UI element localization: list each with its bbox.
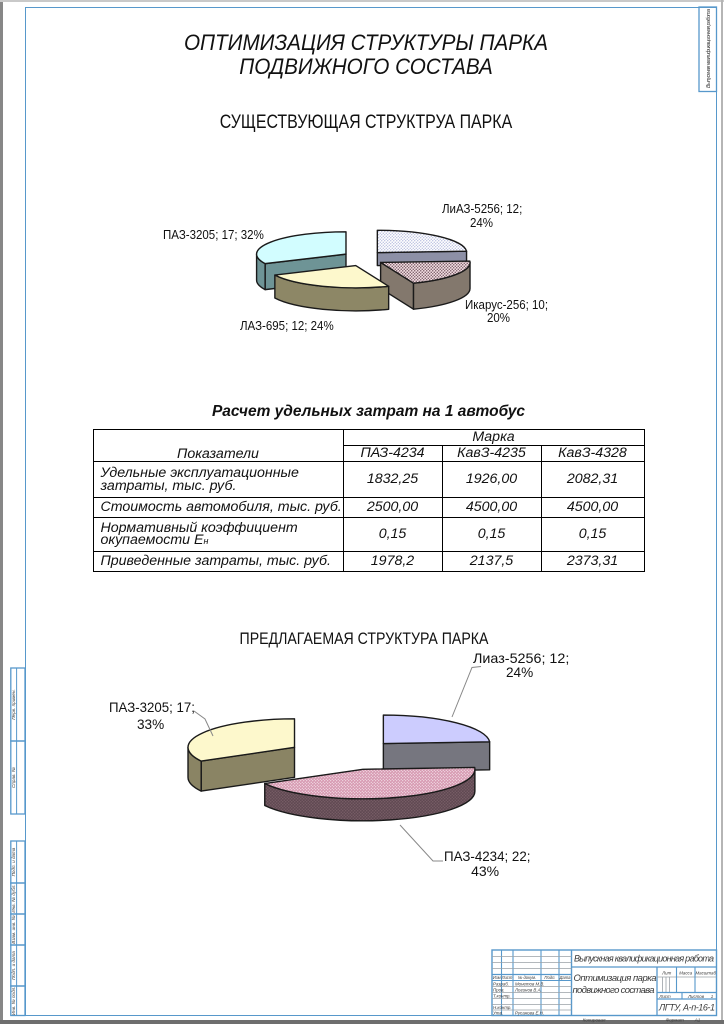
svg-text:№ докум.: № докум. bbox=[518, 975, 536, 980]
svg-text:Н.контр.: Н.контр. bbox=[493, 1005, 512, 1010]
svg-text:Выпускная квалификационная раб: Выпускная квалификационная работа bbox=[574, 954, 714, 964]
svg-text:Масса: Масса bbox=[679, 971, 693, 976]
svg-text:Формат: Формат bbox=[666, 1018, 684, 1023]
svg-text:Лист: Лист bbox=[501, 975, 513, 980]
svg-text:Т.контр.: Т.контр. bbox=[493, 994, 511, 999]
svg-text:Дата: Дата bbox=[558, 975, 571, 980]
svg-text:Копировал: Копировал bbox=[583, 1018, 606, 1023]
svg-text:Лист: Лист bbox=[658, 994, 671, 999]
svg-text:подвижного состава: подвижного состава bbox=[573, 985, 655, 996]
svg-text:Подп. и дата: Подп. и дата bbox=[11, 847, 16, 876]
svg-text:Разраб.: Разраб. bbox=[493, 982, 509, 987]
svg-text:Монетов М.В.: Монетов М.В. bbox=[515, 982, 545, 987]
svg-text:Листов: Листов bbox=[687, 994, 705, 999]
svg-text:ЛГТУ, А-п-16-1: ЛГТУ, А-п-16-1 bbox=[658, 1003, 715, 1013]
svg-text:Выпускная квалификационная раб: Выпускная квалификационная работа bbox=[706, 9, 712, 88]
svg-text:Справ. №: Справ. № bbox=[11, 767, 16, 788]
svg-text:Пров.: Пров. bbox=[493, 988, 505, 993]
svg-text:Инв. № дубл.: Инв. № дубл. bbox=[11, 884, 16, 912]
svg-text:Утв.: Утв. bbox=[493, 1011, 503, 1016]
svg-text:Русанова Е.Н.: Русанова Е.Н. bbox=[515, 1011, 544, 1016]
svg-text:А1: А1 bbox=[694, 1018, 701, 1023]
svg-text:Подп.: Подп. bbox=[544, 975, 555, 980]
svg-text:Инв. № подл.: Инв. № подл. bbox=[11, 986, 16, 1015]
svg-text:Перв. примен.: Перв. примен. bbox=[11, 689, 16, 720]
svg-text:Оптимизация парка: Оптимизация парка bbox=[574, 973, 657, 984]
svg-text:1: 1 bbox=[711, 994, 714, 999]
svg-text:Изм: Изм bbox=[493, 975, 501, 980]
svg-text:Лит: Лит bbox=[661, 971, 671, 976]
svg-text:Подп. и дата: Подп. и дата bbox=[11, 951, 16, 980]
svg-text:Масштаб: Масштаб bbox=[695, 971, 716, 976]
svg-text:Взам. инв. №: Взам. инв. № bbox=[11, 915, 16, 943]
svg-text:Логинов В.А.: Логинов В.А. bbox=[514, 988, 542, 993]
